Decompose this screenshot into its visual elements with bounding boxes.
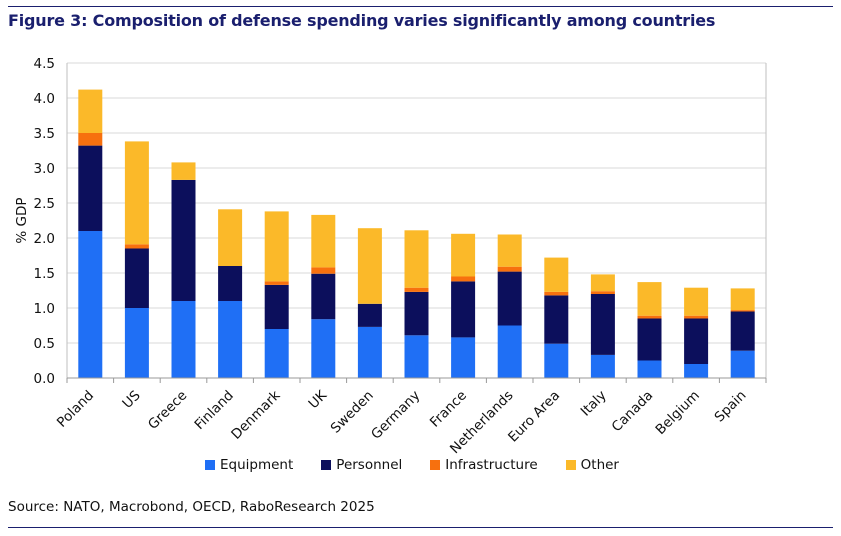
y-tick-label: 4.0 <box>34 91 55 107</box>
y-tick-label: 1.5 <box>34 266 55 282</box>
bottom-rule <box>8 527 833 528</box>
bar-equipment-france <box>451 337 476 378</box>
bar-equipment-us <box>124 308 149 378</box>
bar-infrastructure-euro-area <box>544 291 569 296</box>
x-tick-label: Finland <box>191 388 236 433</box>
x-tick-label: Spain <box>712 388 750 426</box>
legend-label-personnel: Personnel <box>336 457 403 473</box>
bar-infrastructure-italy <box>590 291 615 294</box>
bar-personnel-germany <box>404 291 429 336</box>
bar-other-poland <box>78 89 103 133</box>
bar-infrastructure-uk <box>311 267 336 274</box>
x-tick-label: Canada <box>609 388 657 436</box>
bar-personnel-spain <box>730 311 755 351</box>
bar-equipment-greece <box>171 301 196 378</box>
legend-swatch-personnel <box>321 460 332 470</box>
chart-legend: Equipment Personnel Infrastructure Other <box>205 457 647 473</box>
bar-equipment-italy <box>590 354 615 378</box>
bar-equipment-germany <box>404 335 429 378</box>
bar-personnel-italy <box>590 294 615 355</box>
bar-other-euro-area <box>544 257 569 292</box>
bar-personnel-us <box>124 248 149 308</box>
x-tick-label: Germany <box>368 388 423 443</box>
bar-infrastructure-france <box>451 276 476 282</box>
y-tick-label: 0.0 <box>34 371 55 387</box>
bar-infrastructure-denmark <box>264 281 289 285</box>
bar-other-denmark <box>264 211 289 282</box>
bar-infrastructure-netherlands <box>497 266 522 272</box>
y-tick-label: 3.0 <box>34 161 55 177</box>
bar-other-us <box>124 141 149 245</box>
bar-personnel-france <box>451 281 476 338</box>
legend-item-personnel: Personnel <box>321 457 402 473</box>
bar-other-france <box>451 233 476 277</box>
bar-infrastructure-poland <box>78 133 103 146</box>
y-tick-label: 0.5 <box>34 336 55 352</box>
legend-swatch-infrastructure <box>430 460 441 470</box>
legend-label-equipment: Equipment <box>220 457 294 473</box>
bar-equipment-euro-area <box>544 343 569 378</box>
x-tick-label: UK <box>306 387 331 412</box>
bar-equipment-uk <box>311 319 336 378</box>
bar-other-germany <box>404 230 429 288</box>
bar-equipment-netherlands <box>497 325 522 378</box>
bar-infrastructure-belgium <box>684 315 709 319</box>
y-tick-label: 1.0 <box>34 301 55 317</box>
bar-equipment-spain <box>730 350 755 378</box>
bar-personnel-finland <box>218 266 243 301</box>
bar-infrastructure-spain <box>730 310 755 312</box>
bar-infrastructure-us <box>124 244 149 249</box>
y-tick-label: 4.5 <box>34 56 55 72</box>
bar-personnel-poland <box>78 145 103 231</box>
legend-item-infrastructure: Infrastructure <box>430 457 538 473</box>
bar-personnel-greece <box>171 179 196 301</box>
bar-equipment-finland <box>218 301 243 378</box>
y-tick-label: 2.0 <box>34 231 55 247</box>
bar-equipment-sweden <box>357 326 382 378</box>
legend-item-other: Other <box>565 457 619 473</box>
y-axis-label: % GDP <box>14 197 30 243</box>
bar-infrastructure-canada <box>637 315 662 319</box>
legend-item-equipment: Equipment <box>205 457 293 473</box>
bar-other-sweden <box>357 228 382 304</box>
x-tick-label: Greece <box>145 388 190 433</box>
bar-personnel-netherlands <box>497 271 522 326</box>
x-tick-label: Denmark <box>228 387 283 442</box>
bar-other-belgium <box>684 287 709 316</box>
legend-swatch-other <box>565 460 576 470</box>
x-tick-label: US <box>119 388 143 412</box>
bar-personnel-belgium <box>684 318 709 364</box>
bar-other-spain <box>730 288 755 311</box>
x-tick-label: Belgium <box>652 388 702 438</box>
bar-equipment-denmark <box>264 329 289 378</box>
bar-other-netherlands <box>497 234 522 267</box>
bar-personnel-euro-area <box>544 295 569 344</box>
bar-equipment-canada <box>637 360 662 378</box>
bar-other-greece <box>171 162 196 180</box>
bar-infrastructure-germany <box>404 287 429 292</box>
legend-label-other: Other <box>580 457 619 473</box>
bar-personnel-canada <box>637 318 662 361</box>
legend-label-infrastructure: Infrastructure <box>445 457 538 473</box>
bar-personnel-uk <box>311 273 336 320</box>
y-tick-label: 2.5 <box>34 196 55 212</box>
top-rule <box>8 6 833 7</box>
bar-equipment-poland <box>78 231 103 378</box>
bar-other-uk <box>311 214 336 268</box>
bar-other-canada <box>637 282 662 316</box>
bar-other-italy <box>590 274 615 292</box>
legend-swatch-equipment <box>205 460 215 470</box>
bar-personnel-sweden <box>357 303 382 327</box>
x-tick-label: Poland <box>54 388 97 431</box>
x-tick-label: Italy <box>578 388 610 420</box>
x-tick-label: France <box>427 388 470 431</box>
bar-personnel-denmark <box>264 284 289 329</box>
bar-equipment-belgium <box>684 364 709 378</box>
source-note: Source: NATO, Macrobond, OECD, RaboResea… <box>8 499 375 515</box>
figure-title: Figure 3: Composition of defense spendin… <box>8 11 716 30</box>
bar-other-finland <box>218 209 243 266</box>
y-tick-label: 3.5 <box>34 126 55 142</box>
